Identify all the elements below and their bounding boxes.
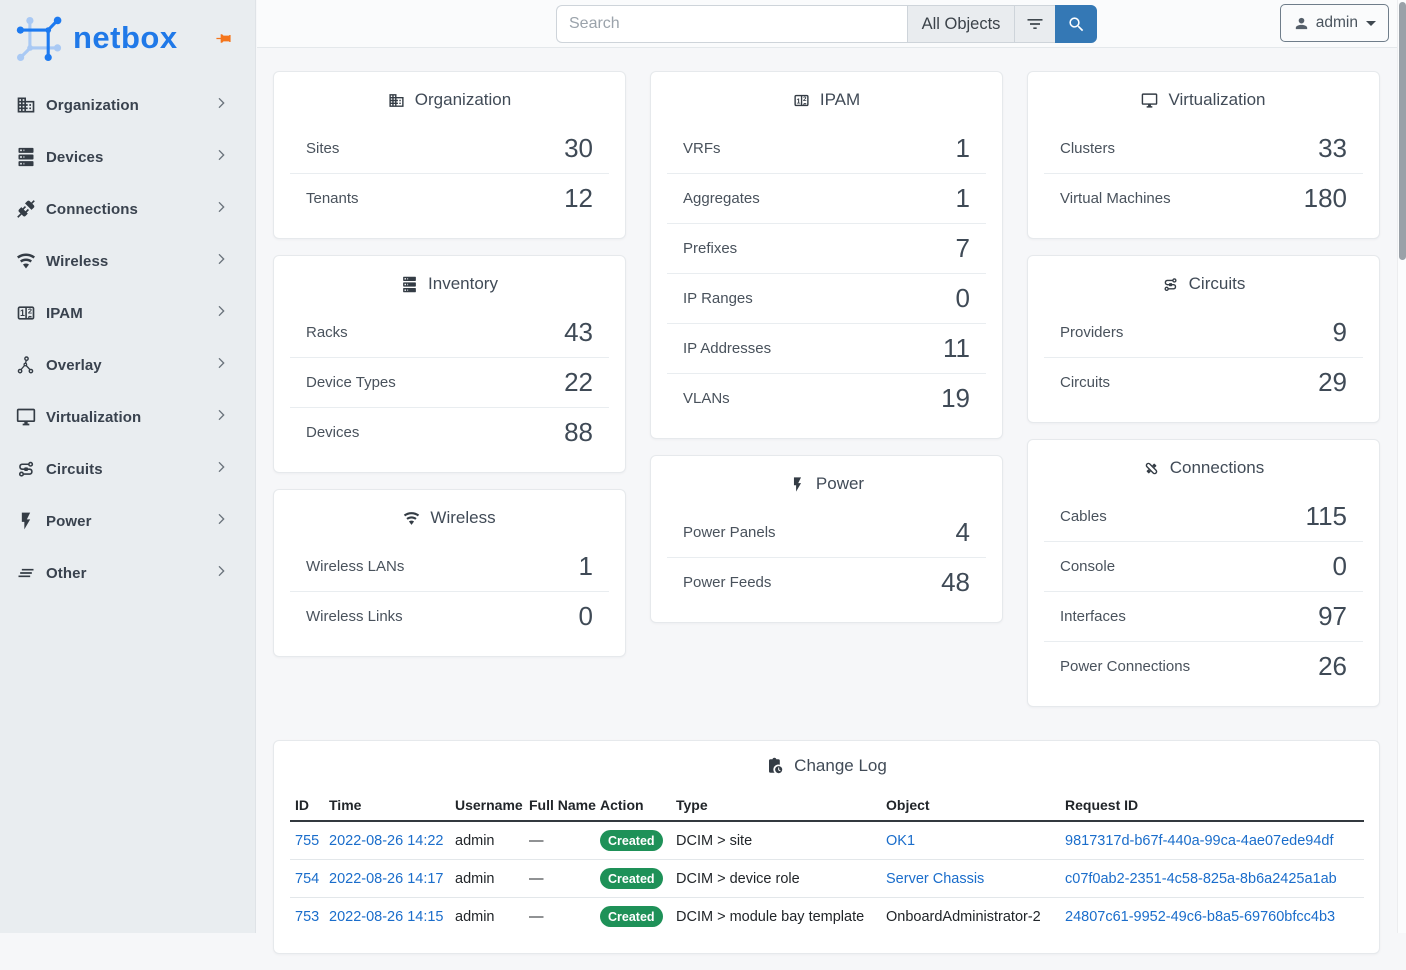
- svg-text:1: 1: [796, 96, 800, 105]
- svg-text:2: 2: [803, 96, 807, 103]
- svg-text:1: 1: [20, 308, 25, 318]
- svg-text:2: 2: [28, 307, 32, 316]
